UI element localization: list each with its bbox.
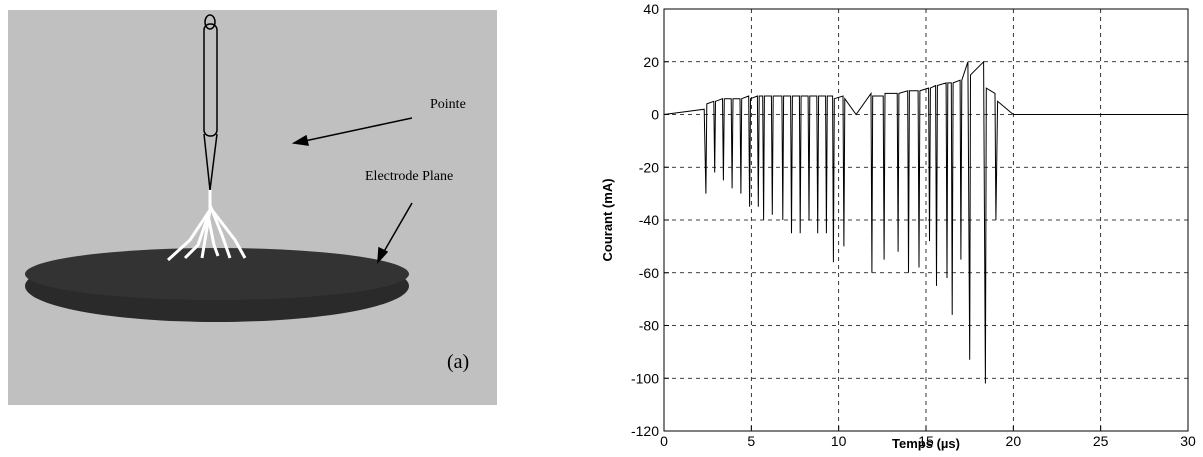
x-tick-label: 5: [747, 433, 755, 449]
y-axis-label: Courant (mA): [600, 178, 615, 261]
y-tick-label: -120: [631, 423, 659, 439]
y-tick-label: -100: [631, 370, 659, 386]
arrows: [291, 117, 413, 265]
plane-label: Electrode Plane: [365, 169, 453, 184]
needle: [203, 23, 218, 137]
x-tick-label: 30: [1180, 433, 1196, 449]
panel-label: (a): [447, 351, 469, 373]
plane-electrode: [25, 248, 409, 300]
streamers: [166, 190, 247, 262]
x-tick-label: 20: [1006, 433, 1022, 449]
y-tick-label: 20: [643, 54, 659, 70]
y-tick-label: 0: [651, 107, 659, 123]
chart: -120 -100 -80 -60 -40 -20 0 20 40 0 5 10 15 20 25 30 Tem…: [600, 1, 1196, 451]
x-tick-label: 0: [660, 433, 668, 449]
y-tick-label: -20: [639, 159, 659, 175]
y-tick-label: -80: [639, 318, 659, 334]
diagram: Pointe Electrode Plane (a): [8, 10, 497, 405]
diagram-background: [8, 10, 497, 405]
x-axis-label: Temps (µs): [892, 436, 960, 451]
x-tick-label: 10: [831, 433, 847, 449]
plot-frame: [663, 8, 1189, 432]
x-tick-label: 15: [918, 433, 934, 449]
y-tick-label: -60: [639, 265, 659, 281]
y-tick-label: 40: [643, 1, 659, 17]
signal-line: [663, 60, 1188, 384]
y-tick-label: -40: [639, 212, 659, 228]
needle-top: [204, 14, 216, 30]
tip-label: Pointe: [430, 97, 466, 112]
x-tick-label: 25: [1093, 433, 1109, 449]
